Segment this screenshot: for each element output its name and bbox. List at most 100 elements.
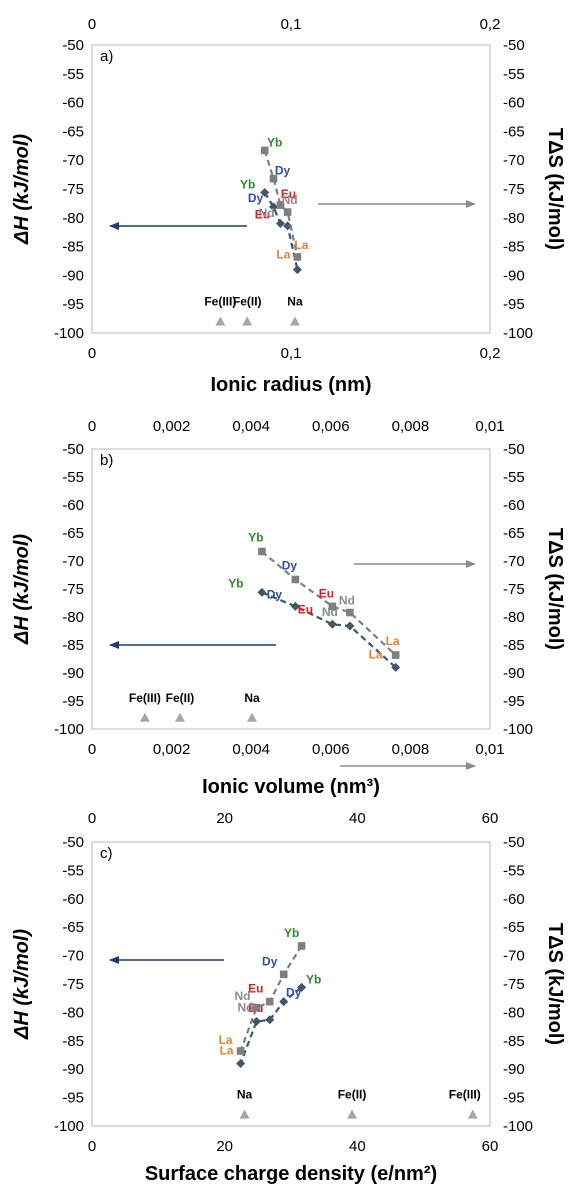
- enthalpy-point: [283, 221, 293, 231]
- x-tick-label-top: 0,004: [232, 418, 270, 435]
- reference-ion-label: Na: [237, 1088, 253, 1102]
- x-tick-label-bottom: 0,1: [281, 345, 302, 362]
- y-tick-label-left: -90: [62, 1061, 84, 1078]
- y-tick-label-left: -70: [62, 553, 84, 570]
- enthalpy-point: [236, 1059, 246, 1069]
- x-tick-label-top: 0,1: [281, 16, 302, 33]
- y-tick-label-right: -50: [503, 37, 525, 54]
- y-axis-label-left: ΔH (kJ/mol): [11, 134, 33, 245]
- y-tick-label-right: -100: [503, 325, 533, 342]
- y-tick-label-right: -65: [503, 919, 525, 936]
- enthalpy-point: [290, 601, 300, 611]
- entropy-point: [252, 1004, 261, 1012]
- entropy-point: [391, 651, 400, 659]
- y-axis-label-right: TΔS (kJ/mol): [544, 128, 566, 250]
- enthalpy-point: [391, 662, 401, 672]
- point-label-nd: Nd: [235, 989, 251, 1003]
- entropy-point: [346, 608, 354, 617]
- x-tick-label-bottom: 0,004: [232, 741, 270, 758]
- y-tick-label-left: -50: [62, 37, 84, 54]
- y-tick-label-left: -50: [62, 441, 84, 458]
- x-tick-label-top: 40: [349, 810, 366, 827]
- y-tick-label-left: -90: [62, 267, 84, 284]
- y-tick-label-left: -95: [62, 296, 84, 313]
- reference-ion-point: [467, 1109, 478, 1119]
- x-tick-label-bottom: 0,006: [312, 741, 350, 758]
- y-tick-label-left: -85: [62, 637, 84, 654]
- y-tick-label-left: -50: [62, 834, 84, 851]
- point-label-la: La: [294, 238, 308, 252]
- x-tick-label-bottom: 0,002: [153, 741, 191, 758]
- y-tick-label-right: -95: [503, 296, 525, 313]
- y-tick-label-left: -55: [62, 469, 84, 486]
- panel-label: a): [100, 48, 113, 65]
- y-tick-label-left: -75: [62, 181, 84, 198]
- x-tick-label-bottom: 0,008: [392, 741, 430, 758]
- entropy-point: [279, 970, 288, 979]
- y-tick-label-left: -80: [62, 609, 84, 626]
- entropy-point: [269, 174, 278, 183]
- y-tick-label-left: -90: [62, 665, 84, 682]
- y-axis-label-right: TΔS (kJ/mol): [544, 528, 566, 650]
- point-label-eu: Eu: [255, 208, 270, 222]
- y-tick-label-right: -85: [503, 637, 525, 654]
- y-tick-label-left: -100: [54, 1118, 84, 1135]
- panel-label: b): [100, 452, 113, 469]
- y-tick-label-right: -95: [503, 693, 525, 710]
- y-tick-label-right: -55: [503, 66, 525, 83]
- point-label-yb: Yb: [267, 135, 282, 149]
- plot-frame: [91, 448, 491, 730]
- reference-ion-label: Fe(II): [166, 691, 195, 705]
- point-label-eu: Eu: [298, 602, 313, 616]
- reference-ion-label: Na: [287, 294, 303, 308]
- enthalpy-point: [345, 621, 355, 631]
- entropy-point: [258, 547, 266, 556]
- y-tick-label-right: -95: [503, 1090, 525, 1107]
- enthalpy-point: [268, 202, 278, 212]
- enthalpy-point: [257, 587, 267, 597]
- y-tick-label-left: -80: [62, 210, 84, 227]
- reference-ion-label: Fe(II): [338, 1088, 367, 1102]
- point-label-eu: Eu: [248, 982, 263, 996]
- reference-ion-label: Na: [244, 691, 260, 705]
- y-tick-label-right: -85: [503, 1033, 525, 1050]
- enthalpy-point: [260, 187, 270, 197]
- enthalpy-point: [252, 1016, 262, 1026]
- reference-ion-label: Fe(II): [233, 294, 262, 308]
- y-tick-label-left: -70: [62, 948, 84, 965]
- x-tick-label-bottom: 0: [88, 741, 96, 758]
- y-tick-label-right: -50: [503, 441, 525, 458]
- y-tick-label-right: -70: [503, 152, 525, 169]
- point-label-yb: Yb: [228, 576, 243, 590]
- x-tick-label-top: 0,01: [475, 418, 504, 435]
- y-tick-label-right: -50: [503, 834, 525, 851]
- reference-ion-point: [242, 316, 253, 326]
- reference-ion-point: [246, 712, 257, 722]
- reference-ion-point: [289, 316, 300, 326]
- x-tick-label-top: 0: [88, 810, 96, 827]
- x-tick-label-top: 60: [482, 810, 499, 827]
- y-axis-label-left: ΔH (kJ/mol): [11, 929, 33, 1040]
- x-tick-label-top: 0,008: [392, 418, 430, 435]
- y-tick-label-right: -65: [503, 525, 525, 542]
- point-label-la: La: [386, 634, 400, 648]
- point-label-dy: Dy: [286, 986, 302, 1000]
- y-tick-label-left: -100: [54, 325, 84, 342]
- y-tick-label-right: -100: [503, 721, 533, 738]
- y-tick-label-left: -85: [62, 1033, 84, 1050]
- x-tick-label-bottom: 0,01: [475, 741, 504, 758]
- y-axis-label-left: ΔH (kJ/mol): [11, 534, 33, 645]
- x-axis-label: Surface charge density (e/nm²): [145, 1163, 437, 1185]
- point-label-yb: Yb: [284, 926, 299, 940]
- y-tick-label-right: -75: [503, 976, 525, 993]
- point-label-eu: Eu: [319, 586, 334, 600]
- x-tick-label-bottom: 60: [482, 1138, 499, 1155]
- y-tick-label-left: -100: [54, 721, 84, 738]
- x-tick-label-bottom: 0,2: [480, 345, 501, 362]
- reference-ion-point: [347, 1109, 358, 1119]
- y-tick-label-right: -85: [503, 239, 525, 256]
- y-tick-label-left: -55: [62, 66, 84, 83]
- x-tick-label-bottom: 40: [349, 1138, 366, 1155]
- y-tick-label-left: -65: [62, 525, 84, 542]
- reference-ion-point: [174, 712, 185, 722]
